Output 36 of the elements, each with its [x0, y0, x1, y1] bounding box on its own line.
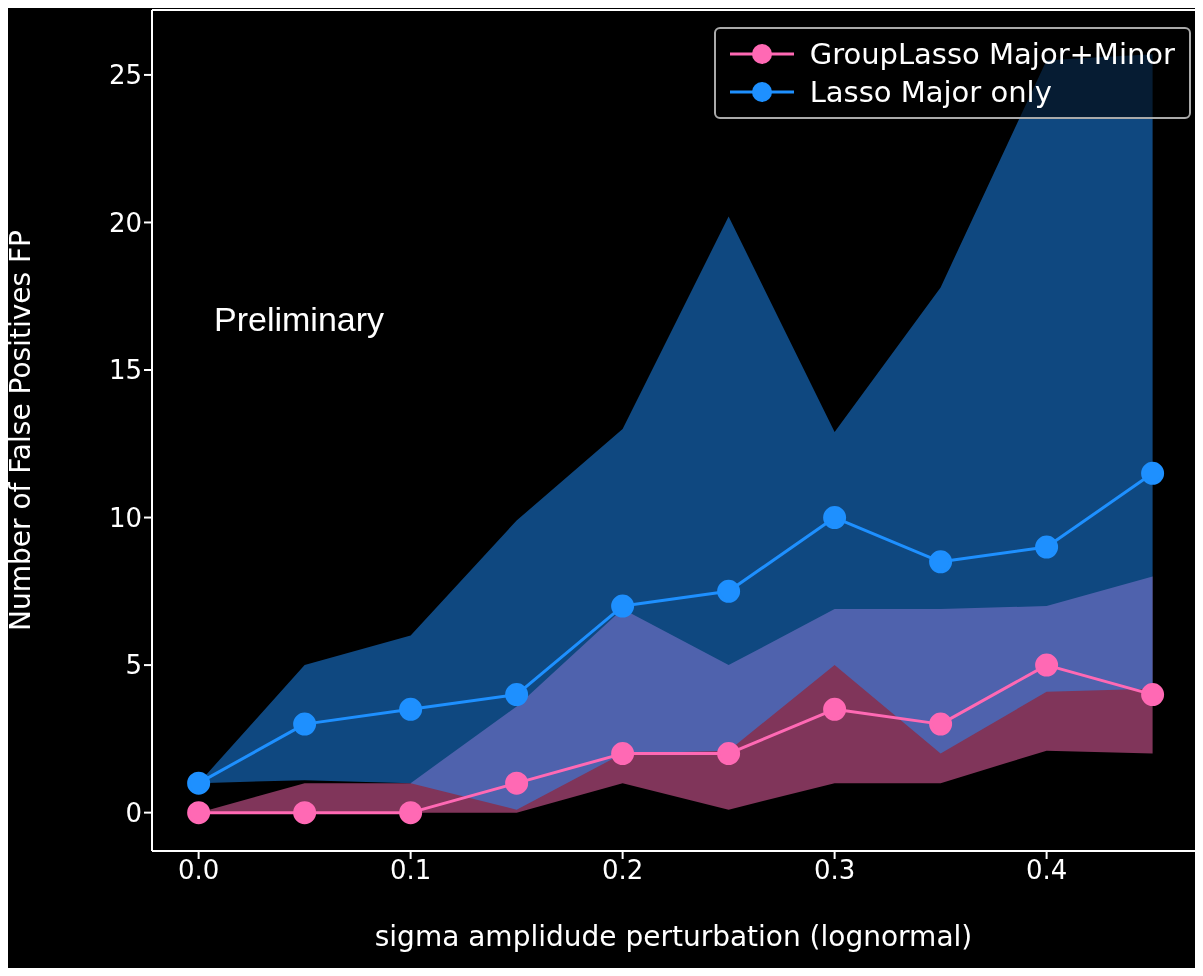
point — [187, 771, 211, 795]
x-tick-label: 0.2 — [601, 855, 644, 886]
x-tick-label: 0.1 — [389, 855, 432, 886]
point — [823, 506, 847, 530]
y-tick-label: 20 — [108, 207, 142, 238]
point — [293, 801, 317, 825]
point — [505, 683, 529, 707]
legend-label: Lasso Major only — [809, 75, 1052, 109]
point — [399, 801, 423, 825]
legend-label: GroupLasso Major+Minor — [809, 37, 1175, 71]
point — [293, 712, 317, 736]
point — [187, 801, 211, 825]
point — [1035, 535, 1059, 559]
point — [611, 742, 635, 766]
point — [717, 579, 741, 603]
point — [823, 697, 847, 721]
y-tick-label: 10 — [108, 502, 142, 533]
point — [1141, 461, 1165, 485]
x-tick-label: 0.0 — [177, 855, 220, 886]
point — [929, 712, 953, 736]
y-tick-label: 5 — [125, 650, 142, 681]
point — [399, 697, 423, 721]
point — [611, 594, 635, 618]
x-tick-label: 0.3 — [813, 855, 856, 886]
y-axis-title: Number of False Positives FP — [3, 230, 37, 631]
x-axis-title: sigma amplidude perturbation (lognormal) — [374, 920, 973, 953]
y-tick-label: 0 — [125, 797, 142, 828]
x-tick-label: 0.4 — [1025, 855, 1068, 886]
point — [717, 742, 741, 766]
point — [1141, 683, 1165, 707]
point — [1035, 653, 1059, 677]
y-tick-label: 25 — [108, 60, 142, 91]
point — [929, 550, 953, 574]
y-tick-label: 15 — [108, 355, 142, 386]
annotation: Preliminary — [214, 300, 385, 339]
point — [505, 771, 529, 795]
